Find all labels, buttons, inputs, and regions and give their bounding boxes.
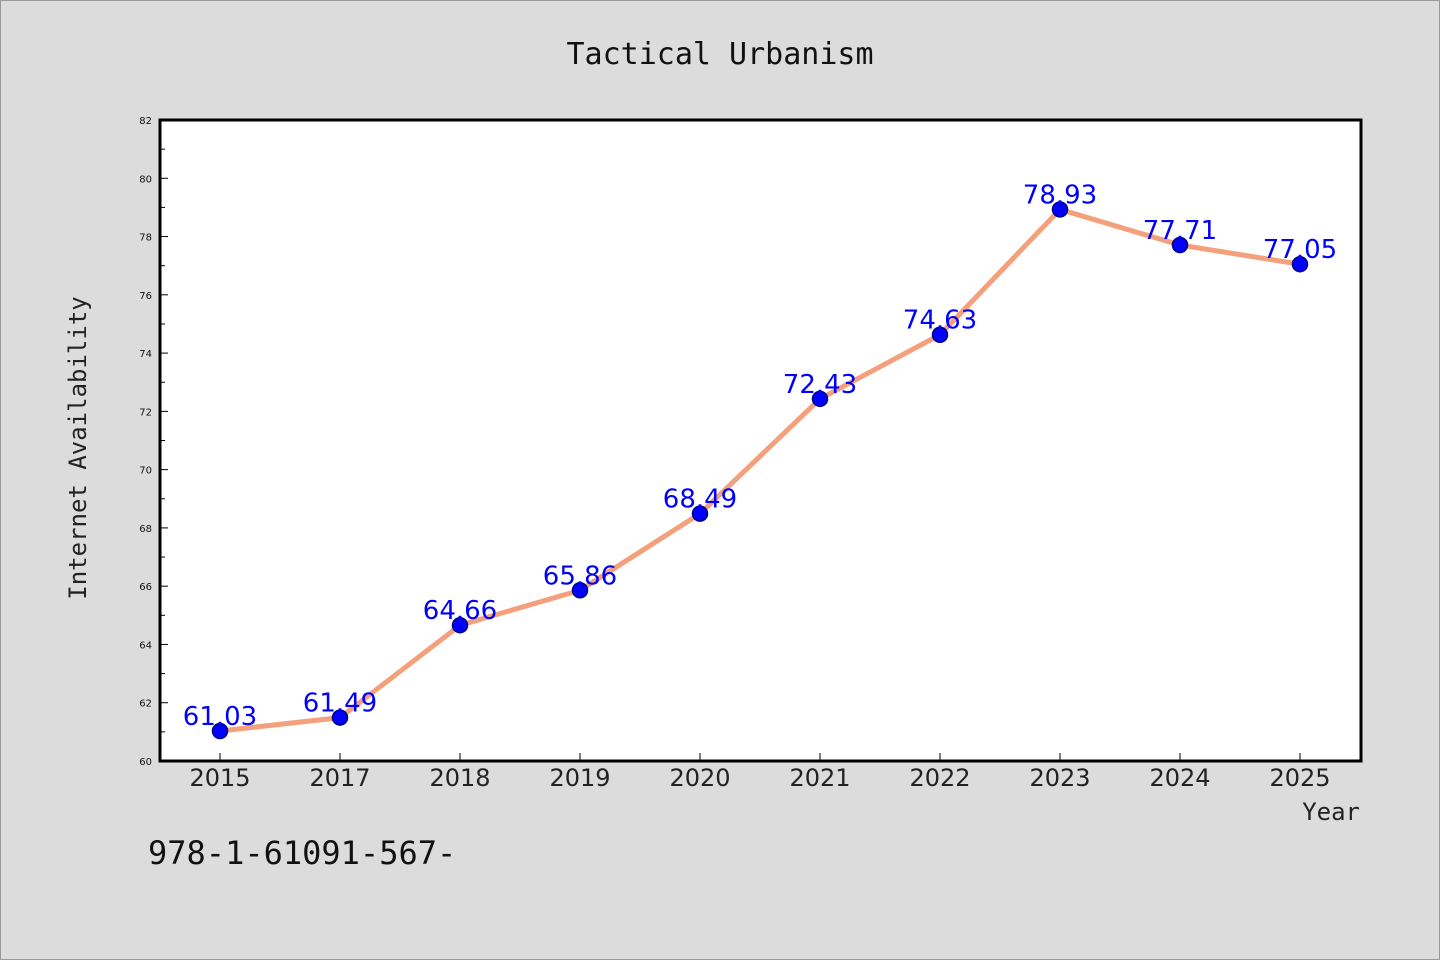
y-tick-label: 82 (139, 116, 152, 127)
x-tick-label: 2021 (789, 764, 850, 792)
data-point (931, 326, 949, 343)
y-tick-label: 70 (139, 466, 152, 477)
x-tick-label: 2020 (669, 764, 730, 792)
x-tick-label: 2019 (549, 764, 610, 792)
data-label: 61.49 (303, 689, 377, 719)
y-tick-label: 74 (139, 349, 152, 360)
x-tick-label: 2023 (1029, 764, 1090, 792)
plot-area (158, 118, 1363, 763)
data-label: 74.63 (903, 306, 977, 336)
y-axis-label: Internet Availability (64, 296, 92, 599)
x-tick-label: 2022 (909, 764, 970, 792)
chart-title: Tactical Urbanism (566, 37, 873, 72)
data-label: 77.05 (1263, 235, 1337, 265)
x-tick-label: 2018 (429, 764, 490, 792)
series-layer: 61.03 61.49 64.66 65.86 68.49 72.43 74.63 78.93… (183, 180, 1337, 740)
y-tick-label: 80 (139, 174, 152, 185)
x-tick-label: 2025 (1269, 764, 1330, 792)
data-point (211, 722, 229, 740)
y-tick-label: 68 (139, 524, 152, 535)
data-point (451, 616, 469, 634)
y-tick-label: 66 (139, 582, 152, 593)
data-point (691, 505, 709, 522)
series-line (217, 206, 1303, 734)
x-axis: 2015 2017 2018 2019 2020 2021 2022 2023 2024 2025 (189, 753, 1331, 792)
y-tick-label: 78 (139, 233, 152, 244)
y-tick-label: 64 (139, 640, 152, 651)
data-label: 65.86 (543, 561, 617, 591)
y-tick-label: 60 (139, 757, 152, 768)
data-point (1171, 236, 1189, 254)
data-label: 61.03 (183, 702, 257, 732)
y-axis: 60 62 64 66 68 70 72 74 76 78 80 82 (139, 116, 168, 768)
data-point (571, 582, 589, 599)
footer-text: 978-1-61091-567- (148, 834, 456, 872)
x-axis-label: Year (1302, 798, 1360, 826)
data-label: 68.49 (663, 485, 737, 515)
data-point (811, 390, 829, 408)
data-label: 78.93 (1023, 180, 1097, 210)
y-tick-label: 76 (139, 291, 152, 302)
data-point (1051, 201, 1069, 218)
x-tick-label: 2024 (1149, 764, 1210, 792)
data-label: 64.66 (423, 596, 497, 626)
data-label: 77.71 (1143, 216, 1217, 246)
data-label: 72.43 (783, 370, 857, 400)
x-tick-label: 2017 (309, 764, 370, 792)
y-tick-label: 62 (139, 699, 152, 710)
data-point (1291, 255, 1309, 273)
y-tick-label: 72 (139, 407, 152, 418)
x-tick-label: 2015 (189, 764, 250, 792)
data-point (331, 709, 349, 726)
